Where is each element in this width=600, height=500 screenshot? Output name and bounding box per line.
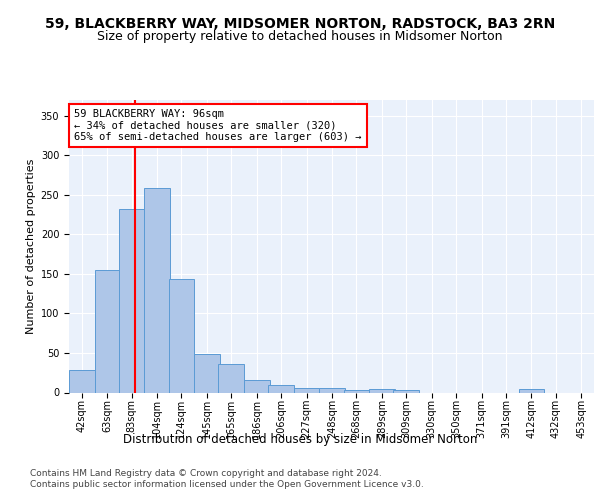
Text: Distribution of detached houses by size in Midsomer Norton: Distribution of detached houses by size … xyxy=(123,432,477,446)
Bar xyxy=(218,364,244,392)
Bar xyxy=(95,270,120,392)
Bar xyxy=(294,388,319,392)
Bar xyxy=(169,278,194,392)
Text: Contains public sector information licensed under the Open Government Licence v3: Contains public sector information licen… xyxy=(30,480,424,489)
Bar xyxy=(319,388,345,392)
Text: Contains HM Land Registry data © Crown copyright and database right 2024.: Contains HM Land Registry data © Crown c… xyxy=(30,469,382,478)
Text: 59 BLACKBERRY WAY: 96sqm
← 34% of detached houses are smaller (320)
65% of semi-: 59 BLACKBERRY WAY: 96sqm ← 34% of detach… xyxy=(74,109,362,142)
Bar xyxy=(194,354,220,393)
Bar xyxy=(268,386,294,392)
Bar xyxy=(518,388,544,392)
Text: Size of property relative to detached houses in Midsomer Norton: Size of property relative to detached ho… xyxy=(97,30,503,43)
Bar xyxy=(119,209,145,392)
Bar xyxy=(344,390,369,392)
Bar xyxy=(369,388,395,392)
Bar xyxy=(69,370,95,392)
Bar xyxy=(145,188,170,392)
Text: 59, BLACKBERRY WAY, MIDSOMER NORTON, RADSTOCK, BA3 2RN: 59, BLACKBERRY WAY, MIDSOMER NORTON, RAD… xyxy=(45,18,555,32)
Y-axis label: Number of detached properties: Number of detached properties xyxy=(26,158,37,334)
Bar xyxy=(244,380,269,392)
Bar xyxy=(394,390,419,392)
